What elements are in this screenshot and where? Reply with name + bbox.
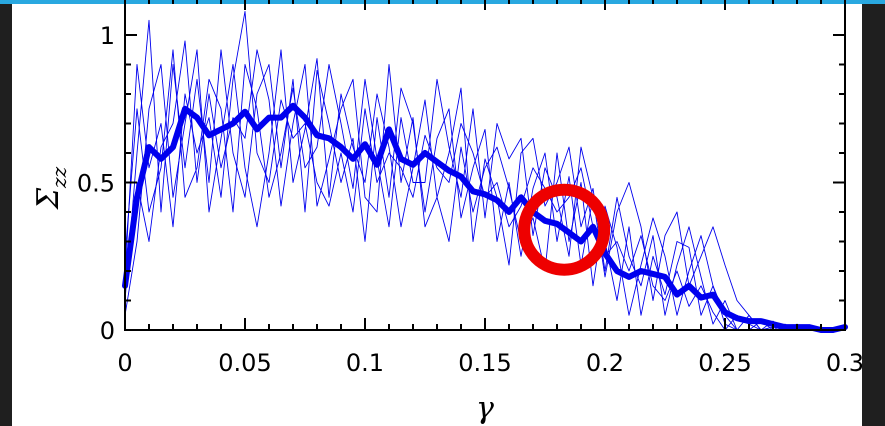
x-tick-label: 0.15 — [458, 349, 511, 377]
series-line-5 — [124, 40, 846, 331]
y-tick-label: 1 — [100, 22, 115, 50]
y-tick-label: 0.5 — [77, 170, 115, 198]
tick-labels-layer: 0 0.05 0.1 0.15 0.2 0.25 0.3 0 0.5 1 — [77, 22, 864, 377]
x-tick-label: 0.05 — [218, 349, 271, 377]
highlight-circle — [518, 183, 611, 276]
y-tick-label: 0 — [100, 317, 115, 345]
ticks-layer — [124, 0, 846, 331]
x-tick-label: 0.3 — [826, 349, 864, 377]
x-axis-label: γ — [476, 391, 494, 426]
plot-background — [12, 4, 862, 426]
y-axis-label-main: Σ — [31, 187, 66, 210]
series-line-average — [122, 102, 848, 333]
x-tick-label: 0.25 — [698, 349, 751, 377]
top-accent-bar — [0, 0, 885, 4]
x-tick-label: 0 — [117, 349, 132, 377]
x-tick-label: 0.1 — [346, 349, 384, 377]
y-axis-label: Σzz — [31, 166, 71, 210]
x-tick-label: 0.2 — [586, 349, 624, 377]
series-line-4 — [124, 49, 846, 331]
y-axis-label-sub: zz — [47, 166, 71, 189]
